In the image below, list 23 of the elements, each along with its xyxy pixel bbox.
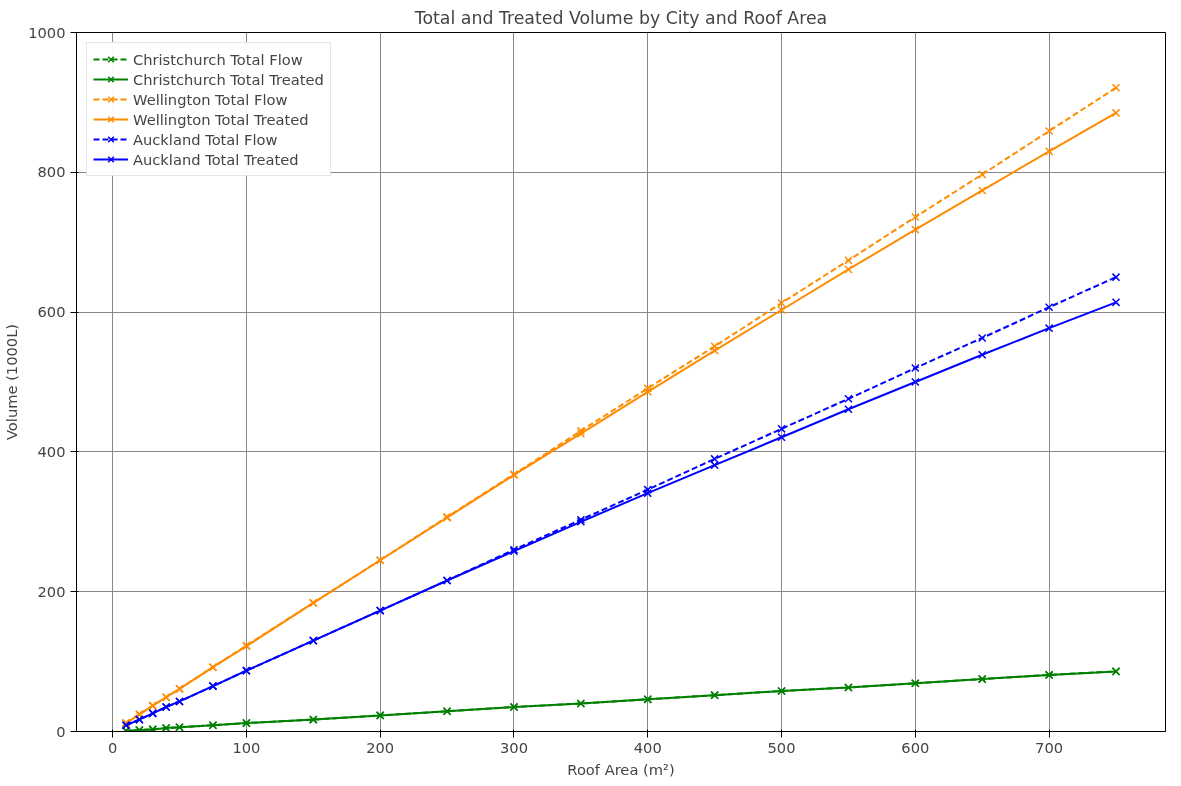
y-tick-label: 400 xyxy=(37,442,66,460)
legend-label: Auckland Total Treated xyxy=(133,150,299,168)
chart-title: Total and Treated Volume by City and Roof Area xyxy=(413,7,828,28)
y-tick-label: 1000 xyxy=(28,23,66,41)
legend-label: Wellington Total Flow xyxy=(133,90,288,108)
legend-label: Christchurch Total Treated xyxy=(133,70,324,88)
y-tick-label: 600 xyxy=(37,303,66,321)
y-tick-label: 200 xyxy=(37,582,66,600)
x-tick-label: 300 xyxy=(499,738,528,756)
y-tick-label: 800 xyxy=(37,163,66,181)
y-tick-label: 0 xyxy=(56,722,66,740)
x-tick-label: 100 xyxy=(232,738,261,756)
x-tick-label: 500 xyxy=(767,738,796,756)
x-tick-label: 700 xyxy=(1035,738,1064,756)
x-tick-label: 600 xyxy=(901,738,930,756)
x-tick-label: 200 xyxy=(366,738,395,756)
legend-label: Christchurch Total Flow xyxy=(133,50,303,68)
x-tick-label: 0 xyxy=(107,738,118,756)
x-tick-label: 400 xyxy=(633,738,662,756)
legend-label: Auckland Total Flow xyxy=(133,130,278,148)
legend-label: Wellington Total Treated xyxy=(133,110,309,128)
y-axis-title: Volume (1000L) xyxy=(3,323,21,441)
x-axis-title: Roof Area (m²) xyxy=(567,760,675,778)
